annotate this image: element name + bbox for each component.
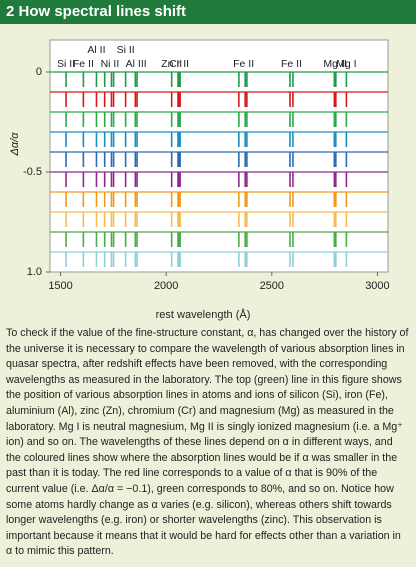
y-tick-label: 1.0 bbox=[27, 266, 42, 278]
y-tick-label: -0.5 bbox=[23, 166, 42, 178]
line-label: Fe II bbox=[281, 58, 302, 70]
line-label: Fe II bbox=[233, 58, 254, 70]
header-title: 2 How spectral lines shift bbox=[6, 3, 187, 20]
caption: To check if the value of the fine-struct… bbox=[6, 327, 409, 558]
line-label: Mg II bbox=[323, 58, 346, 70]
line-label: Zn II bbox=[161, 58, 182, 70]
x-tick-label: 1500 bbox=[48, 280, 72, 292]
x-tick-label: 3000 bbox=[365, 280, 389, 292]
y-axis-label: Δα/α bbox=[9, 132, 21, 157]
y-tick-label: 0 bbox=[36, 66, 42, 78]
x-tick-label: 2500 bbox=[260, 280, 284, 292]
x-tick-label: 2000 bbox=[154, 280, 178, 292]
line-label: Al II bbox=[87, 44, 105, 56]
line-label: Si II bbox=[117, 44, 135, 56]
line-label: Fe II bbox=[73, 58, 94, 70]
line-label: Si II bbox=[57, 58, 75, 70]
header: 2 How spectral lines shift bbox=[0, 0, 416, 24]
line-label: Mg I bbox=[336, 58, 356, 70]
chart: rest wavelength (Å) Δα/α 1500 2000 2500 300… bbox=[9, 39, 390, 321]
line-label: Ni II bbox=[101, 58, 120, 70]
x-axis-label: rest wavelength (Å) bbox=[156, 308, 251, 321]
plot-area bbox=[49, 39, 389, 273]
line-label: Al III bbox=[126, 58, 147, 70]
line-label: Cr II bbox=[169, 58, 189, 70]
